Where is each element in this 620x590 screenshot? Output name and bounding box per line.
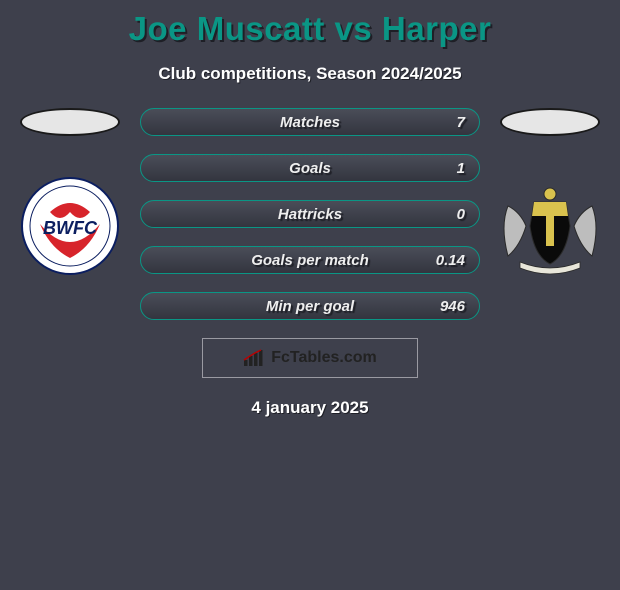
bolton-crest-icon: BWFC: [20, 176, 120, 276]
player-right-oval: [500, 108, 600, 136]
stat-label: Goals: [289, 160, 331, 177]
content: BWFC Matches 7 Goals 1 Hattricks 0 Goals…: [0, 108, 620, 320]
subtitle: Club competitions, Season 2024/2025: [0, 64, 620, 84]
stat-label: Min per goal: [266, 298, 354, 315]
fctables-label: FcTables.com: [271, 349, 377, 367]
right-crest: [500, 176, 600, 276]
stat-row-matches: Matches 7: [140, 108, 480, 136]
stat-label: Matches: [280, 114, 340, 131]
stat-row-goals: Goals 1: [140, 154, 480, 182]
heraldic-crest-icon: [500, 176, 600, 276]
stat-row-min-per-goal: Min per goal 946: [140, 292, 480, 320]
left-column: BWFC: [20, 108, 120, 276]
stat-row-hattricks: Hattricks 0: [140, 200, 480, 228]
stat-row-goals-per-match: Goals per match 0.14: [140, 246, 480, 274]
stat-value: 0: [457, 206, 465, 223]
left-crest: BWFC: [20, 176, 120, 276]
stat-value: 1: [457, 160, 465, 177]
stats-bars: Matches 7 Goals 1 Hattricks 0 Goals per …: [140, 108, 480, 320]
svg-text:BWFC: BWFC: [43, 218, 98, 238]
bar-chart-icon: [243, 349, 265, 367]
stat-value: 0.14: [436, 252, 465, 269]
stat-label: Hattricks: [278, 206, 342, 223]
right-column: [500, 108, 600, 276]
player-left-oval: [20, 108, 120, 136]
stat-label: Goals per match: [251, 252, 369, 269]
title: Joe Muscatt vs Harper: [0, 10, 620, 48]
stat-value: 7: [457, 114, 465, 131]
fctables-box: FcTables.com: [202, 338, 418, 378]
date: 4 january 2025: [0, 398, 620, 418]
stat-value: 946: [440, 298, 465, 315]
